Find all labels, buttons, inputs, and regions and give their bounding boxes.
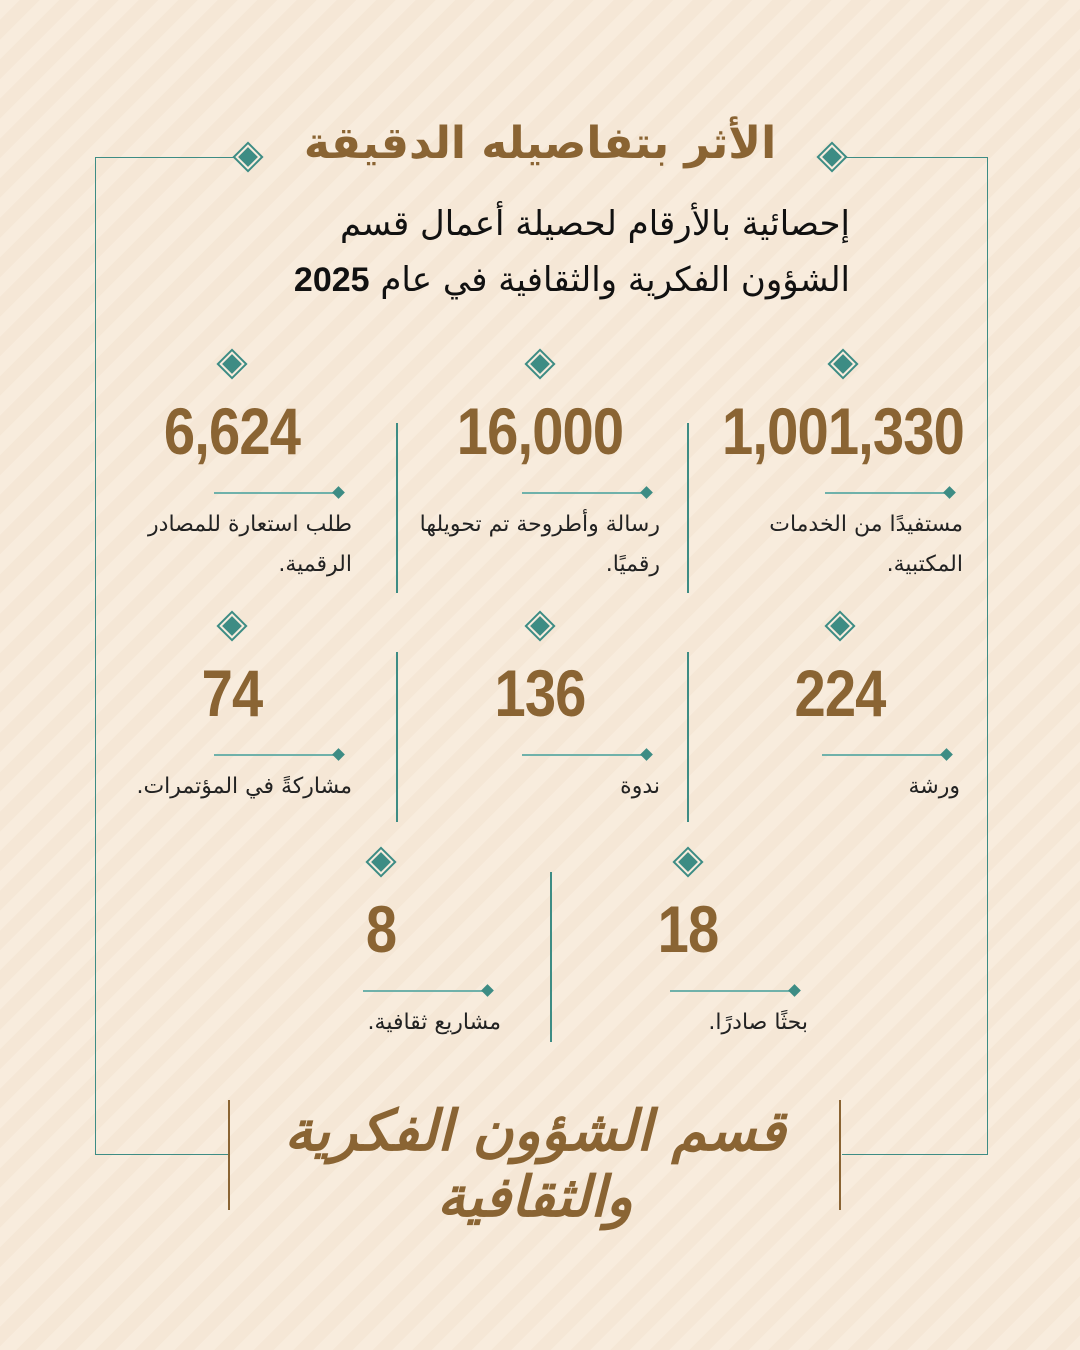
subtitle-text: الشؤون الفكرية والثقافية في عام: [380, 260, 850, 300]
stat-underline: [363, 990, 483, 992]
column-divider: [396, 423, 398, 593]
stat-label: مستفيدًا من الخدمات المكتبية.: [769, 512, 963, 577]
diamond-icon: [219, 351, 245, 377]
logo-divider: [839, 1100, 841, 1210]
diamond-icon: [332, 748, 345, 761]
stat-value: 16,000: [456, 394, 624, 468]
diamond-icon: [943, 486, 956, 499]
stat-underline: [825, 492, 945, 494]
frame-bottom-right: [842, 1154, 988, 1155]
column-divider: [550, 872, 552, 1042]
frame-top-right: [845, 157, 988, 158]
subtitle-line1: إحصائية بالأرقام لحصيلة أعمال قسم: [340, 204, 850, 244]
diamond-icon: [675, 849, 701, 875]
stat-label: طلب استعارة للمصادر الرقمية.: [148, 512, 352, 577]
frame-bottom-left: [95, 1154, 229, 1155]
column-divider: [396, 652, 398, 822]
stat-value: 136: [494, 656, 586, 730]
frame-left: [95, 157, 96, 1155]
stat-value: 224: [794, 656, 886, 730]
stat-underline: [522, 754, 642, 756]
diamond-icon: [640, 486, 653, 499]
diamond-icon: [827, 613, 853, 639]
frame-top-left: [95, 157, 235, 158]
stat-label: ورشة: [908, 774, 960, 799]
diamond-icon: [481, 984, 494, 997]
column-divider: [687, 652, 689, 822]
stat-label: رسالة وأطروحة تم تحويلها رقميًا.: [419, 512, 660, 577]
stat-underline: [522, 492, 642, 494]
frame-right: [987, 157, 988, 1155]
subtitle-year: 2025: [293, 261, 370, 299]
diamond-icon: [940, 748, 953, 761]
diamond-icon: [527, 613, 553, 639]
diamond-icon: [368, 849, 394, 875]
logo-divider: [228, 1100, 230, 1210]
stat-label: مشاريع ثقافية.: [367, 1010, 501, 1035]
diamond-icon: [788, 984, 801, 997]
diamond-icon: [527, 351, 553, 377]
stat-underline: [214, 754, 334, 756]
stat-underline: [822, 754, 942, 756]
stat-value: 18: [657, 892, 720, 966]
page-title: الأثر بتفاصيله الدقيقة: [303, 118, 777, 169]
diamond-icon: [830, 351, 856, 377]
diamond-icon: [332, 486, 345, 499]
stat-label: مشاركةً في المؤتمرات.: [136, 774, 352, 799]
stat-value: 74: [201, 656, 264, 730]
subtitle-line2: الشؤون الفكرية والثقافية في عام 2025: [200, 252, 850, 308]
stat-value: 6,624: [163, 394, 301, 468]
stat-underline: [214, 492, 334, 494]
diamond-icon: [640, 748, 653, 761]
stat-label: بحثًا صادرًا.: [708, 1010, 808, 1035]
diamond-icon: [219, 613, 245, 639]
stat-value: 8: [365, 892, 397, 966]
stat-underline: [670, 990, 790, 992]
stat-value: 1,001,330: [722, 394, 965, 468]
stat-label: ندوة: [620, 774, 660, 799]
department-logo: قسم الشؤون الفكرية والثقافية: [284, 1098, 786, 1230]
column-divider: [687, 423, 689, 593]
